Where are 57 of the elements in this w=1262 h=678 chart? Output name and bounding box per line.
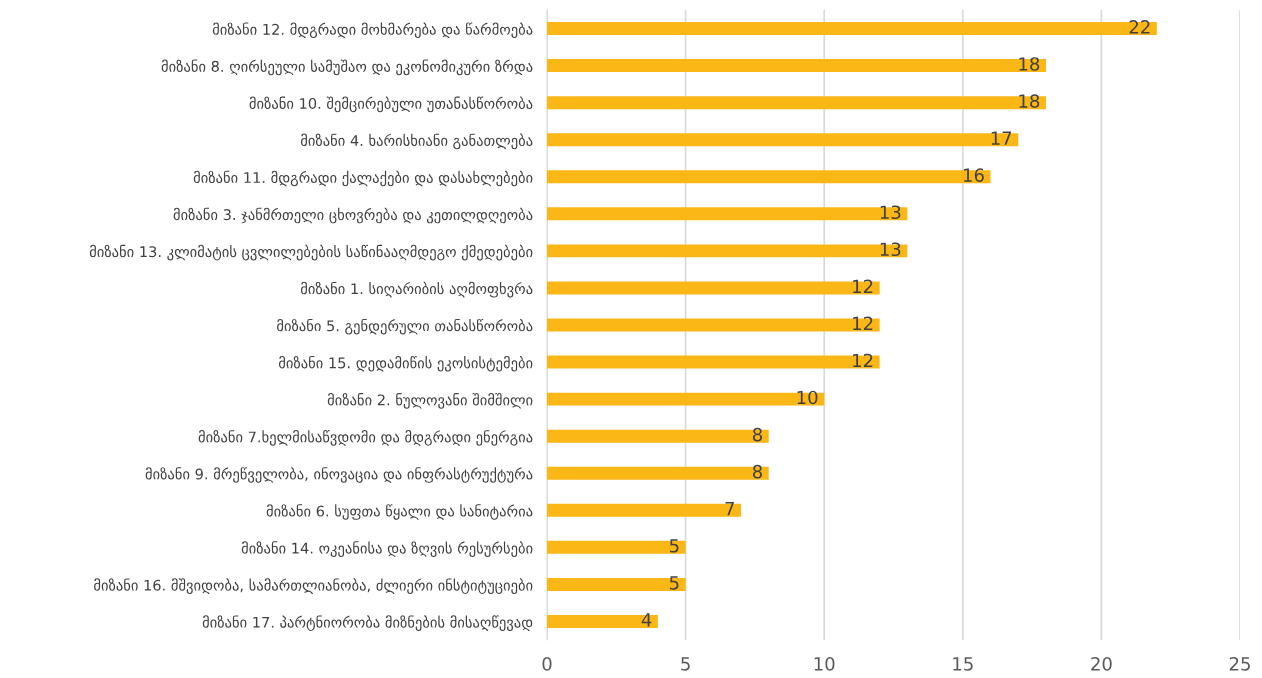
y-tick-label: მიზანი 14. ოკეანისა და ზღვის რესურსები <box>241 541 533 557</box>
data-label: 8 <box>752 427 762 442</box>
data-label: 8 <box>752 464 762 479</box>
bar <box>547 207 908 221</box>
data-label: 12 <box>853 279 873 293</box>
bar <box>547 244 908 258</box>
data-label: 13 <box>880 242 901 257</box>
x-tick-label: 25 <box>1229 656 1250 671</box>
bar <box>547 355 880 369</box>
y-tick-label: მიზანი 15. დედამიწის ეკოსისტემები <box>278 355 533 372</box>
bar <box>547 503 742 517</box>
x-tick-label: 0 <box>542 656 552 671</box>
y-tick-label: მიზანი 8. ღირსეული სამუშაო და ეკონომიკური ზრდა <box>161 59 533 76</box>
y-tick-label: მიზანი 16. მშვიდობა, სამართლიანობა, ძლიერი ინსტიტუციები <box>94 578 533 594</box>
bar <box>547 133 1019 147</box>
data-label: 4 <box>641 613 652 627</box>
data-label: 5 <box>669 539 679 553</box>
data-label: 13 <box>880 205 901 220</box>
data-label: 12 <box>853 316 873 330</box>
data-label: 18 <box>1019 94 1040 108</box>
y-tick-label: მიზანი 17. პარტნიორობა მიზნების მისაღწევად <box>202 615 533 632</box>
bar <box>547 170 991 184</box>
y-tick-label: მიზანი 6. სუფთა წყალი და სანიტარია <box>266 504 533 520</box>
bar <box>547 96 1046 110</box>
bar <box>547 466 769 480</box>
x-tick-label: 20 <box>1091 656 1112 671</box>
data-label: 16 <box>963 168 984 182</box>
bar <box>547 540 686 554</box>
y-tick-label: მიზანი 12. მდგრადი მოხმარება და წარმოება <box>212 22 533 39</box>
bar <box>547 577 686 591</box>
x-tick-label: 15 <box>953 657 973 671</box>
bar <box>547 614 658 628</box>
y-tick-label: მიზანი 2. ნულოვანი შიმშილი <box>327 393 533 409</box>
y-tick-label: მიზანი 9. მრეწველობა, ინოვაცია და ინფრასტრუქტურა <box>145 467 533 483</box>
y-tick-label: მიზანი 4. ხარისხიანი განათლება <box>300 133 533 150</box>
data-label: 7 <box>725 502 734 516</box>
bar <box>547 22 1157 36</box>
y-tick-label: მიზანი 1. სიღარიბის აღმოფხვრა <box>300 281 533 298</box>
y-tick-label: მიზანი 10. შემცირებული უთანასწორობა <box>249 96 533 113</box>
data-label: 10 <box>797 390 818 405</box>
bar <box>547 318 880 332</box>
y-tick-label: მიზანი 3. ჯანმრთელი ცხოვრება და კეთილდღეობა <box>173 207 533 224</box>
bar <box>547 429 769 443</box>
data-label: 18 <box>1019 57 1040 71</box>
data-label: 12 <box>853 353 873 368</box>
x-tick-label: 10 <box>814 656 835 671</box>
y-tick-label: მიზანი 11. მდგრადი ქალაქები და დასახლებები <box>193 170 533 187</box>
bar <box>547 392 825 406</box>
bar <box>547 59 1046 73</box>
data-label: 5 <box>669 576 679 590</box>
data-label: 22 <box>1129 20 1150 34</box>
data-label: 17 <box>991 131 1012 145</box>
y-tick-label: მიზანი 13. კლიმატის ცვლილებების საწინააღმდეგო ქმედებები <box>89 244 533 261</box>
bar <box>547 281 880 295</box>
y-tick-label: მიზანი 5. გენდერული თანასწორობა <box>277 318 533 335</box>
x-tick-label: 5 <box>681 657 690 671</box>
y-tick-label: მიზანი 7.ხელმისაწვდომი და მდგრადი ენერგია <box>198 430 533 446</box>
